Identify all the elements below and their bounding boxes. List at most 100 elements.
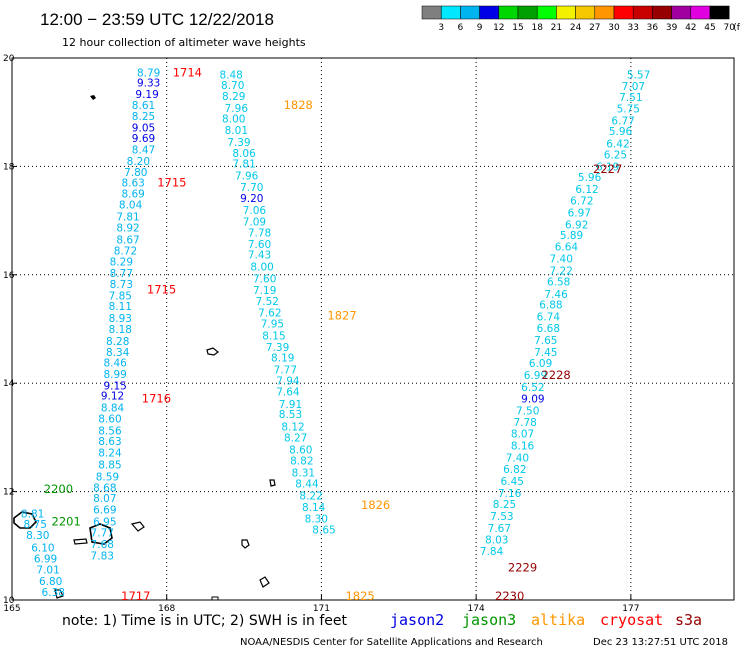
wave-height-label: 8.53 bbox=[279, 409, 302, 421]
satellite-legend-item: cryosat bbox=[600, 611, 663, 629]
x-tick-label: 168 bbox=[158, 604, 175, 614]
legend-swatch bbox=[613, 5, 634, 20]
legend-label: 33 bbox=[627, 23, 638, 33]
wave-height-label: 8.68 bbox=[93, 482, 116, 494]
wave-height-label: 8.06 bbox=[232, 148, 256, 160]
legend-label: 24 bbox=[570, 23, 582, 33]
wave-height-label: 7.43 bbox=[248, 250, 271, 262]
wave-height-label: 5.75 bbox=[617, 103, 640, 115]
legend-swatch bbox=[671, 5, 692, 20]
track-time-label: 1717 bbox=[121, 589, 150, 603]
wave-height-label: 8.00 bbox=[222, 114, 245, 126]
wave-height-label: 6.99 bbox=[524, 370, 547, 382]
wave-height-label: 8.30 bbox=[305, 514, 328, 526]
wave-height-label: 7.60 bbox=[248, 239, 271, 251]
wave-height-label: 7.68 bbox=[91, 539, 114, 551]
wave-height-label: 8.11 bbox=[109, 301, 132, 313]
legend-swatch bbox=[460, 5, 480, 20]
wave-height-label: 8.92 bbox=[116, 223, 139, 235]
wave-height-label: 7.60 bbox=[253, 274, 276, 286]
wave-height-label: 5.96 bbox=[609, 126, 633, 138]
wave-height-label: 8.01 bbox=[225, 125, 248, 137]
wave-height-label: 8.84 bbox=[101, 403, 125, 415]
legend-label: 3 bbox=[438, 23, 444, 33]
footer-note: note: 1) Time is in UTC; 2) SWH is in fe… bbox=[62, 613, 348, 629]
legend-swatch bbox=[594, 5, 615, 20]
plot-frame bbox=[11, 57, 735, 601]
wave-height-label: 7.77 bbox=[91, 527, 114, 539]
y-tick-label: 18 bbox=[3, 162, 15, 172]
wave-height-label: 7.78 bbox=[248, 228, 271, 240]
legend-swatch bbox=[498, 5, 519, 20]
track-time-label: 1825 bbox=[345, 589, 374, 603]
wave-height-label: 8.79 bbox=[137, 68, 160, 80]
wave-height-label: 8.69 bbox=[121, 189, 144, 201]
island-outlines bbox=[13, 95, 276, 601]
wave-height-label: 6.74 bbox=[537, 312, 561, 324]
wave-height-label: 8.03 bbox=[485, 534, 508, 546]
legend-label: 12 bbox=[493, 23, 504, 33]
island-outline bbox=[89, 523, 113, 545]
wave-height-label: 8.60 bbox=[289, 444, 312, 456]
wave-height-label: 6.69 bbox=[93, 504, 116, 516]
satellite-legend-item: s3a bbox=[675, 611, 702, 629]
island-outline bbox=[90, 95, 96, 100]
wave-height-label: 6.38 bbox=[42, 587, 65, 599]
wave-height-label: 7.19 bbox=[253, 285, 276, 297]
wave-height-label: 7.46 bbox=[544, 289, 568, 301]
wave-height-label: 7.50 bbox=[516, 405, 539, 417]
wave-height-label: 6.95 bbox=[93, 516, 116, 528]
chart-title: 12:00 − 23:59 UTC 12/22/2018 bbox=[40, 10, 274, 29]
wave-height-label: 8.29 bbox=[222, 91, 245, 103]
wave-height-label: 7.81 bbox=[232, 159, 255, 171]
track-time-label: 2200 bbox=[44, 482, 73, 496]
wave-height-label: 8.85 bbox=[98, 460, 121, 472]
track-time-label: 1826 bbox=[361, 498, 390, 512]
wave-height-label: 8.24 bbox=[98, 448, 122, 460]
y-tick-label: 10 bbox=[3, 596, 15, 606]
wave-height-label: 8.63 bbox=[121, 178, 144, 190]
wave-height-label: 7.91 bbox=[279, 399, 302, 411]
wave-height-label: 6.12 bbox=[575, 184, 598, 196]
wave-height-label: 8.70 bbox=[221, 80, 244, 92]
wave-height-label: 8.61 bbox=[132, 100, 155, 112]
track-time-label: 2227 bbox=[593, 162, 622, 176]
wave-height-label: 6.58 bbox=[547, 276, 570, 288]
wave-height-label: 8.31 bbox=[292, 468, 315, 480]
wave-height-label: 7.16 bbox=[498, 488, 522, 500]
wave-height-label: 8.07 bbox=[93, 493, 116, 505]
wave-height-label: 9.12 bbox=[101, 391, 124, 403]
track-time-label: 2230 bbox=[495, 589, 524, 603]
track-time-label: 1715 bbox=[157, 176, 186, 190]
wave-height-label: 6.80 bbox=[39, 576, 62, 588]
wave-height-label: 7.70 bbox=[240, 182, 263, 194]
wave-height-label: 8.25 bbox=[493, 499, 516, 511]
x-axis-ticks: 165 168 171 174 177 bbox=[3, 595, 639, 614]
satellite-legend: jason2 jason3 altika cryosat s3a bbox=[390, 611, 702, 629]
wave-height-label: 7.09 bbox=[243, 217, 266, 229]
wave-height-label: 7.39 bbox=[227, 137, 250, 149]
wave-height-label: 6.82 bbox=[503, 464, 526, 476]
wave-height-label: 8.18 bbox=[109, 324, 132, 336]
wave-height-label: 5.57 bbox=[627, 69, 650, 81]
wave-height-label: 7.94 bbox=[276, 375, 300, 387]
legend-label: 45 bbox=[704, 23, 715, 33]
y-tick-label: 20 bbox=[3, 54, 15, 64]
wave-height-label: 8.93 bbox=[109, 313, 132, 325]
island-outline bbox=[259, 576, 270, 588]
wave-height-label: 7.40 bbox=[550, 254, 573, 266]
y-tick-label: 14 bbox=[3, 379, 15, 389]
track-time-label: 2228 bbox=[541, 368, 570, 382]
wave-height-label: 7.62 bbox=[258, 308, 281, 320]
track-time-label: 1714 bbox=[173, 66, 202, 80]
wave-height-label: 7.80 bbox=[124, 167, 147, 179]
wave-height-label: 7.83 bbox=[91, 551, 114, 563]
wave-height-label: 9.15 bbox=[103, 380, 126, 392]
y-axis-ticks: 20 18 16 14 12 10 bbox=[3, 54, 17, 606]
wave-height-label: 8.99 bbox=[103, 369, 126, 381]
footer-credit: NOAA/NESDIS Center for Satellite Applica… bbox=[240, 637, 543, 648]
wave-height-label: 7.78 bbox=[513, 417, 536, 429]
wave-height-label: 8.07 bbox=[511, 429, 534, 441]
wave-height-label: 8.30 bbox=[26, 530, 49, 542]
legend-swatch bbox=[575, 5, 596, 20]
